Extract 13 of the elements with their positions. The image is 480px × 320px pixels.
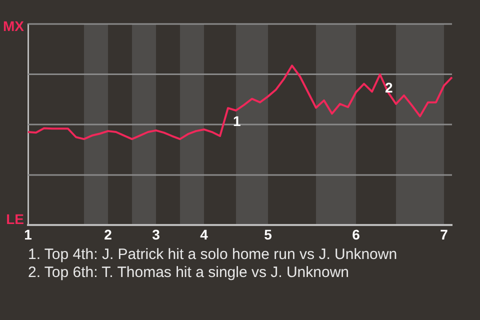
x-tick-label: 5	[264, 226, 272, 242]
annotation: 2	[385, 79, 393, 96]
text: LE	[6, 211, 24, 228]
x-tick-label: 3	[152, 226, 160, 242]
x-tick-label: 7	[440, 226, 448, 242]
text: 1. Top 4th: J. Patrick hit a solo home run vs J. Unknown	[28, 246, 398, 264]
x-tick-label: 6	[352, 226, 360, 242]
x-tick-label: 2	[104, 226, 112, 242]
x-tick-label: 4	[200, 226, 208, 242]
annotation: 1	[233, 112, 241, 129]
text: 2. Top 6th: T. Thomas hit a single vs J. Unknown	[28, 264, 350, 282]
text: MX	[3, 18, 25, 34]
x-tick-label: 1	[24, 226, 32, 242]
